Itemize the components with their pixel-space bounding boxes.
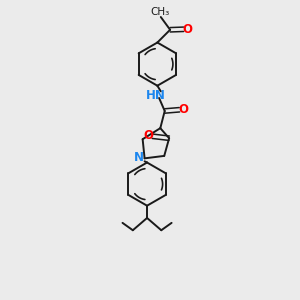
Text: N: N	[134, 151, 144, 164]
Text: CH₃: CH₃	[151, 7, 170, 16]
Text: HN: HN	[146, 88, 165, 101]
Text: O: O	[178, 103, 189, 116]
Text: O: O	[143, 129, 153, 142]
Text: O: O	[183, 23, 193, 36]
